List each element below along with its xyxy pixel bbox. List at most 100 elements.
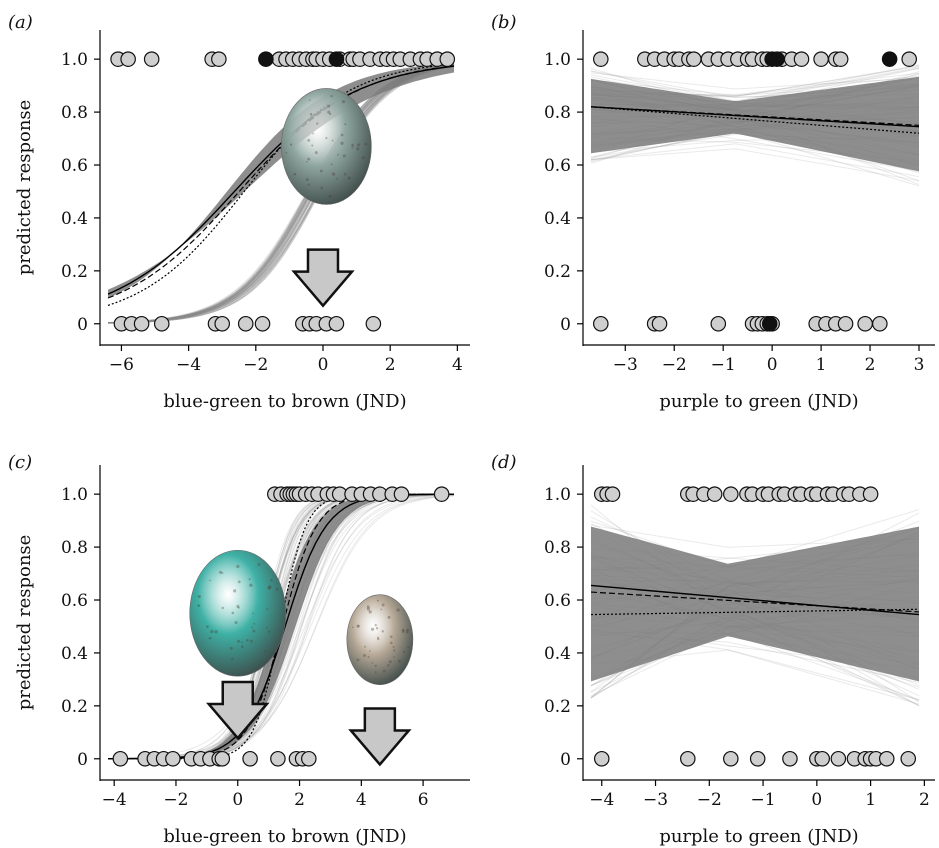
data-point: [214, 315, 231, 332]
x-tick-label: −1: [711, 355, 736, 375]
egg-image-2: [346, 594, 414, 685]
band-curve: [107, 64, 455, 324]
dashed-line: [590, 591, 920, 613]
y-tick-label: 0.4: [61, 644, 88, 664]
y-tick-label: 0.4: [544, 644, 571, 664]
data-point: [872, 315, 888, 332]
band-curve: [107, 64, 455, 324]
data-point: [878, 750, 895, 767]
data-point-black: [328, 51, 345, 67]
band-curve: [107, 63, 455, 324]
data-point: [433, 486, 450, 502]
band-curve: [107, 64, 455, 324]
dotted-line: [590, 106, 920, 134]
data-point: [133, 315, 150, 332]
band-curve: [107, 63, 455, 324]
x-tick-label: 0: [811, 790, 822, 810]
data-point-black: [769, 51, 785, 67]
band-curve: [107, 63, 455, 324]
data-point: [211, 51, 227, 67]
data-point: [153, 315, 170, 332]
panel-4: (d) −4 −3 −2 −1 0 1 2 0 0.2 0.4 0.6 0.8 1.0 purple to …: [491, 452, 935, 847]
data-point: [328, 315, 345, 332]
band-curve: [107, 63, 455, 324]
y-tick-label: 0.2: [544, 262, 571, 282]
band-core: [591, 76, 919, 172]
band-curve: [107, 63, 455, 324]
band-curve: [107, 63, 455, 324]
band-curve: [107, 62, 455, 324]
y-tick-label: 0.2: [544, 697, 571, 717]
data-point: [686, 51, 702, 67]
data-point: [862, 486, 879, 502]
band-curve: [107, 64, 455, 324]
data-point: [723, 486, 739, 502]
band-curve: [590, 72, 920, 90]
band-curve: [107, 62, 455, 324]
band-curve: [107, 62, 455, 324]
x-tick-label: −2: [697, 790, 722, 810]
band-curve: [107, 64, 455, 324]
data-point: [393, 486, 410, 502]
band-curve: [107, 65, 455, 324]
data-point: [857, 315, 873, 332]
y-tick-label: 0: [560, 750, 571, 770]
band-curve: [590, 143, 920, 178]
band-curve: [107, 63, 455, 324]
data-point: [592, 51, 609, 67]
band-curve: [107, 63, 455, 324]
data-point: [679, 750, 696, 767]
y-tick-label: 0.6: [61, 591, 88, 611]
band-curve: [107, 64, 455, 324]
data-point: [214, 750, 231, 767]
band-curve: [107, 63, 455, 324]
data-point: [830, 750, 847, 767]
x-tick-label: −3: [613, 355, 638, 375]
y-tick-label: 0.2: [61, 697, 88, 717]
panel-1: (a) −6 −4 −2 0 2 4 0 0.2 0.4 0.6 0.8 1.0 blue-green t…: [8, 12, 470, 412]
x-tick-label: 1: [865, 790, 876, 810]
y-tick-label: 0.4: [544, 209, 571, 229]
data-point: [710, 315, 727, 332]
x-tick-label: 4: [452, 355, 463, 375]
x-axis-label: purple to green (JND): [659, 826, 858, 847]
band-curve: [107, 62, 455, 324]
y-tick-label: 0.6: [544, 591, 571, 611]
band-curve: [107, 64, 455, 324]
y-tick-label: 0.4: [61, 209, 88, 229]
data-point: [723, 750, 739, 767]
band-curve: [107, 63, 455, 324]
arrow-icon-1: [206, 680, 270, 740]
band-curve: [107, 64, 455, 324]
band-curve: [107, 62, 455, 324]
band-curve: [107, 63, 455, 324]
confidence-band: [590, 64, 920, 187]
band-curve: [107, 64, 455, 324]
fit-line: [107, 65, 455, 295]
arrow-icon-2: [348, 707, 412, 767]
x-tick-label: 0: [767, 355, 778, 375]
data-point: [439, 51, 456, 67]
band-curve: [107, 63, 455, 324]
x-tick-label: −3: [643, 790, 668, 810]
band-curve: [107, 63, 455, 324]
confidence-band: [107, 62, 455, 324]
band-curve: [107, 65, 455, 324]
band-curve: [107, 64, 455, 324]
band-curve: [107, 63, 455, 324]
band-curve: [107, 63, 455, 324]
band-core: [591, 526, 919, 682]
x-tick-label: 2: [919, 790, 930, 810]
data-point-black: [761, 315, 778, 332]
band-curve: [107, 63, 455, 324]
x-tick-label: 1: [816, 355, 827, 375]
x-tick-label: −2: [163, 790, 188, 810]
egg-image: [281, 88, 372, 205]
confidence-band: [590, 504, 920, 707]
data-point-black: [881, 51, 898, 67]
data-point: [900, 750, 917, 767]
data-point: [270, 750, 286, 767]
data-point: [706, 486, 723, 502]
y-tick-label: 0.6: [544, 156, 571, 176]
band-curve: [107, 64, 455, 324]
